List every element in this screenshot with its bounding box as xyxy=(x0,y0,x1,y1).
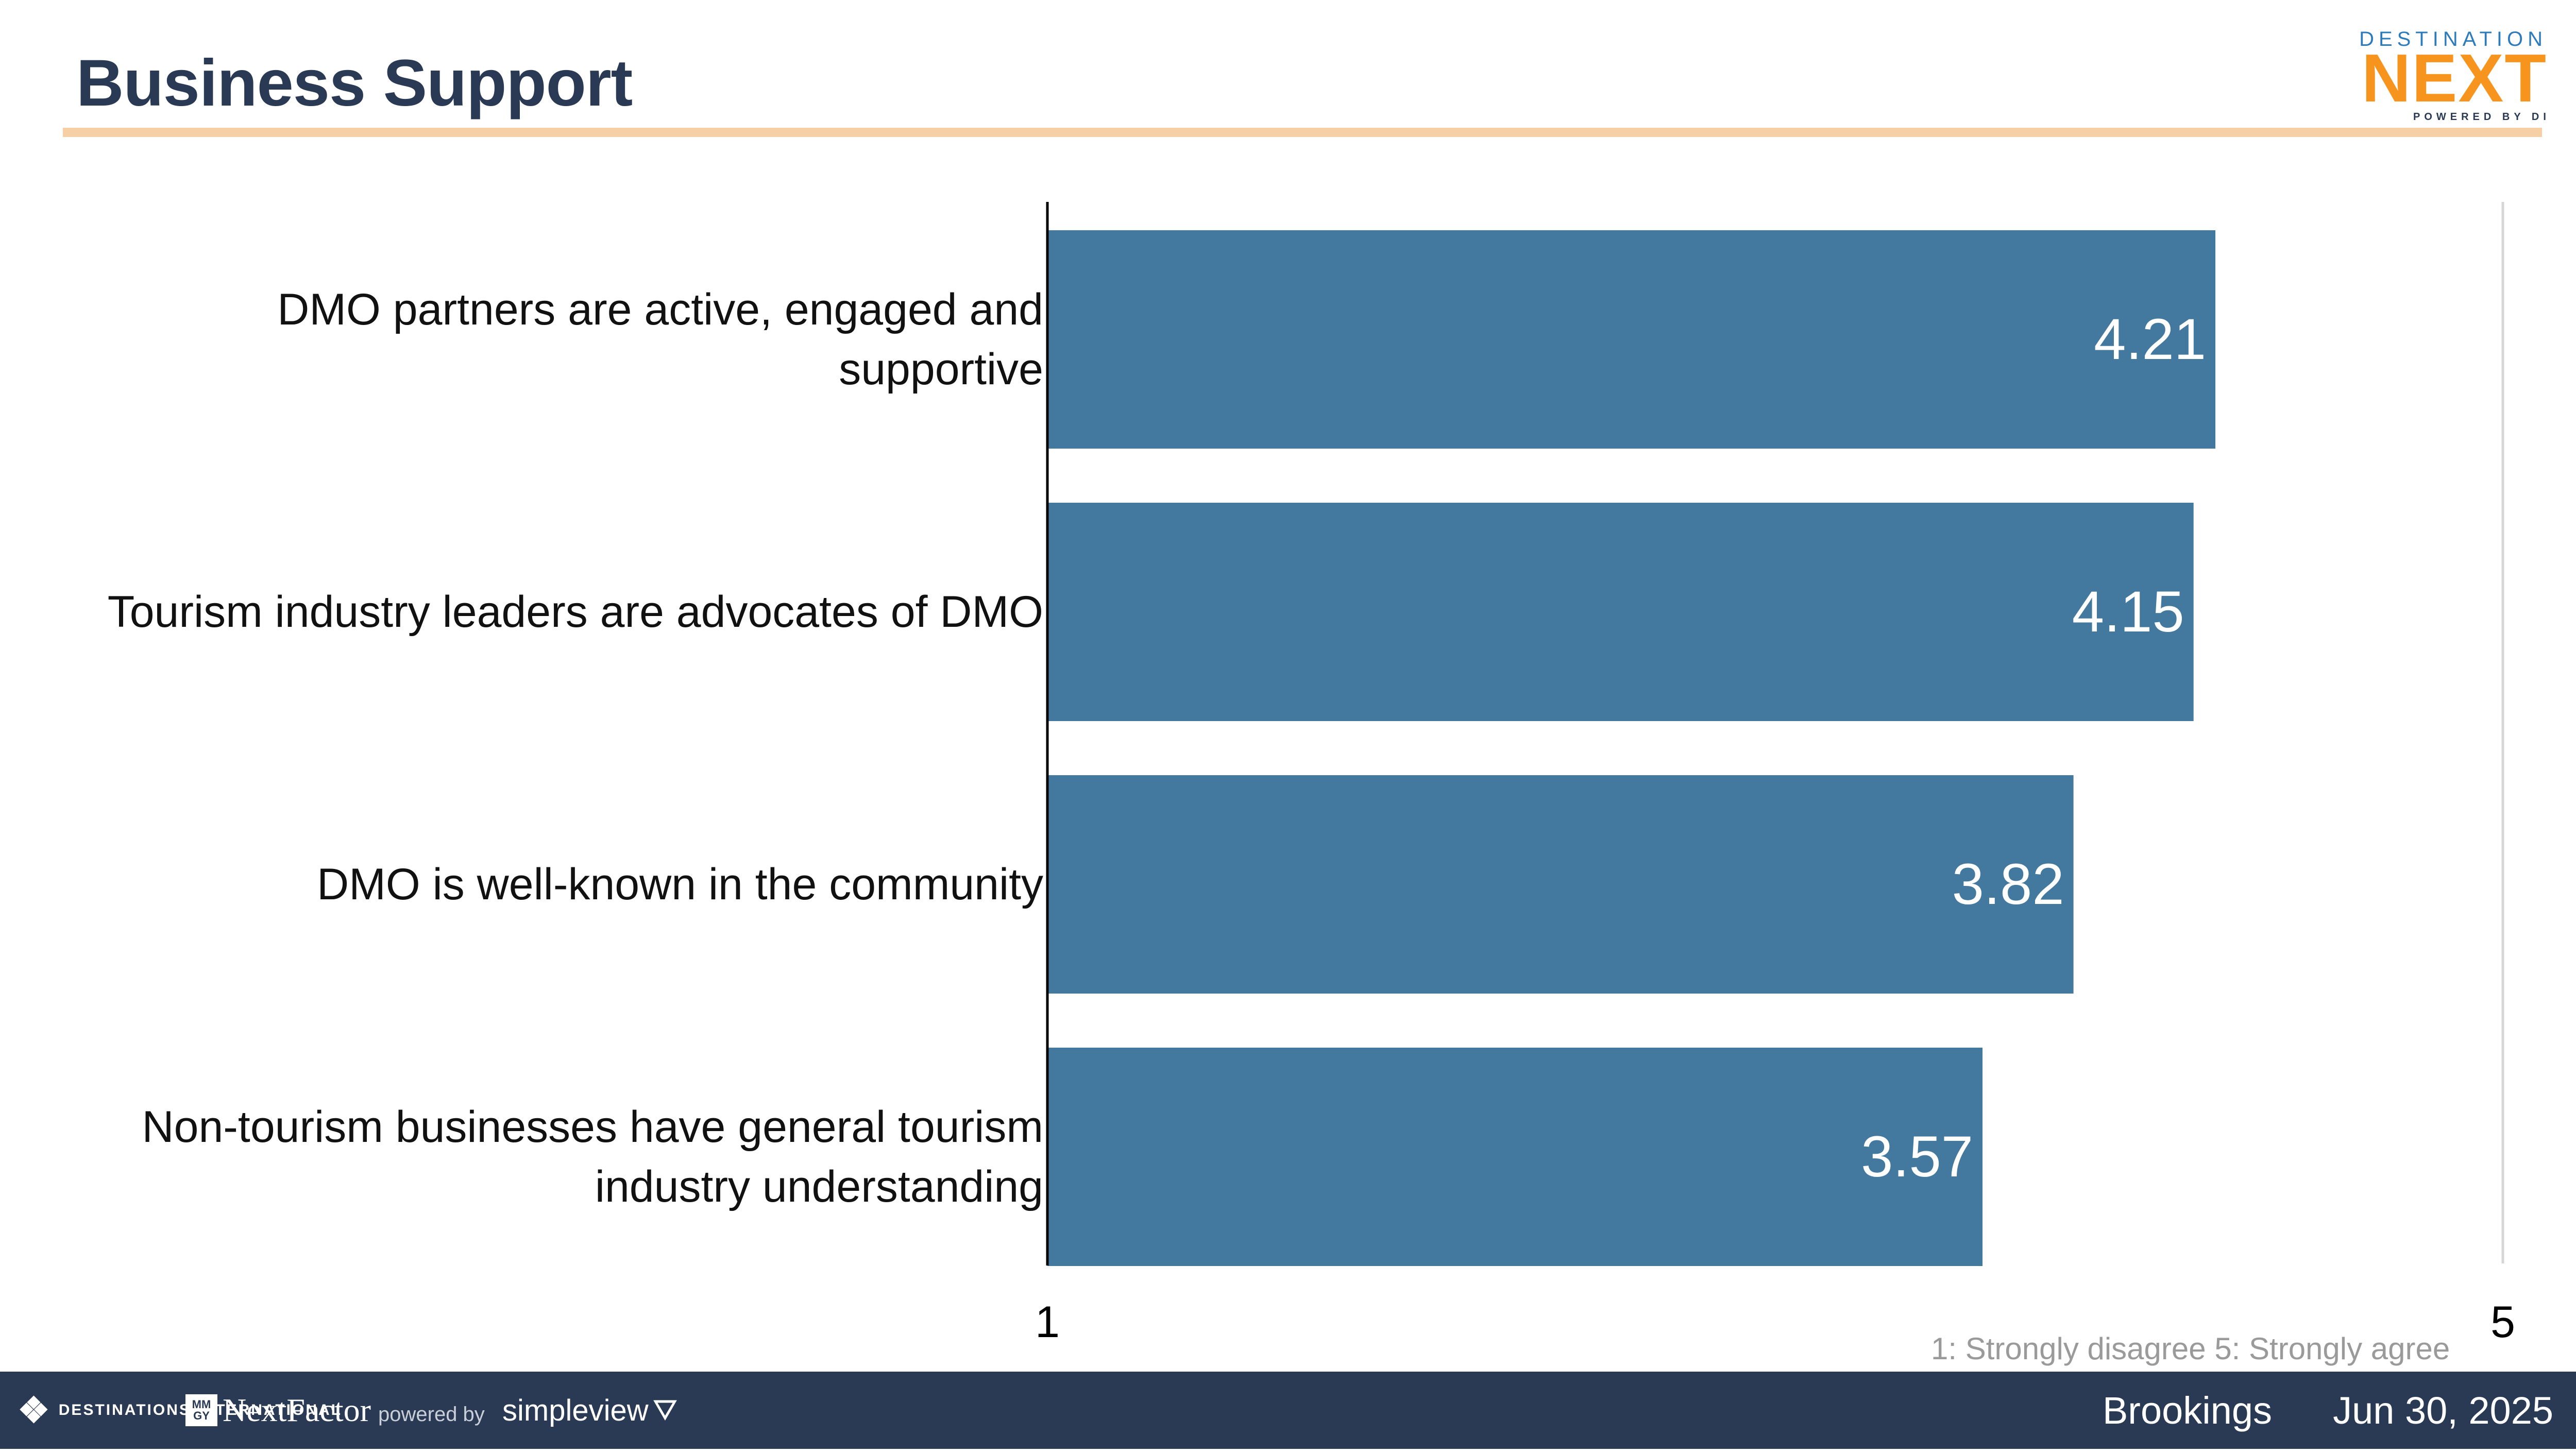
bar-value-label: 3.57 xyxy=(1861,1124,1973,1189)
category-label-line: industry understanding xyxy=(595,1162,1043,1211)
nextfactor-text: NextFactor xyxy=(223,1392,371,1428)
bar-value-label: 4.21 xyxy=(2094,307,2206,371)
category-label: Non-tourism businesses have general tour… xyxy=(64,1097,1043,1217)
mmgy-logo: MM GY xyxy=(185,1394,217,1426)
category-label-line: Tourism industry leaders are advocates o… xyxy=(107,587,1043,637)
category-label: DMO partners are active, engaged and supp… xyxy=(64,280,1043,399)
bar-value-label: 4.15 xyxy=(2072,579,2184,644)
logo-top-text: DESTINATION xyxy=(2359,28,2547,50)
page-title: Business Support xyxy=(76,46,633,120)
category-label-line: Non-tourism businesses have general tour… xyxy=(142,1102,1043,1152)
category-label: Tourism industry leaders are advocates o… xyxy=(64,582,1043,642)
simpleview-brand: simpleview ⛛ xyxy=(502,1372,677,1449)
title-underline xyxy=(63,128,2542,137)
date-label: Jun 30, 2025 xyxy=(2333,1389,2553,1432)
category-label-line: supportive xyxy=(839,345,1043,394)
scale-footnote: 1: Strongly disagree 5: Strongly agree xyxy=(1931,1331,2450,1366)
category-label-line: DMO partners are active, engaged and xyxy=(277,285,1043,334)
destination-next-logo: DESTINATION NEXT POWERED BY DI xyxy=(2349,26,2547,129)
category-label: DMO is well-known in the community xyxy=(64,854,1043,914)
bar xyxy=(1047,230,2216,449)
powered-by-text: powered by xyxy=(378,1403,485,1426)
bar-chart: 4.21 4.15 3.82 3.57 1 5 xyxy=(1035,202,2515,1347)
x-tick-label: 5 xyxy=(2490,1297,2515,1347)
category-label-line: DMO is well-known in the community xyxy=(317,860,1043,909)
nextfactor-brand: MM GY NextFactor xyxy=(185,1372,371,1449)
bar xyxy=(1047,503,2194,721)
simpleview-icon: ⛛ xyxy=(652,1393,678,1427)
location-label: Brookings xyxy=(2102,1389,2272,1432)
simpleview-text: simpleview xyxy=(502,1393,649,1427)
footer-bar: ❖ DESTINATIONS INTERNATIONAL MM GY NextF… xyxy=(0,1372,2576,1449)
bar xyxy=(1047,775,2074,994)
logo-sub-text: POWERED BY DI xyxy=(2413,111,2547,123)
bar-value-label: 3.82 xyxy=(1952,852,2064,916)
x-tick-label: 1 xyxy=(1035,1297,1060,1347)
di-globe-icon: ❖ xyxy=(18,1390,52,1430)
logo-main-text: NEXT xyxy=(2362,40,2548,116)
bar xyxy=(1047,1048,1983,1266)
